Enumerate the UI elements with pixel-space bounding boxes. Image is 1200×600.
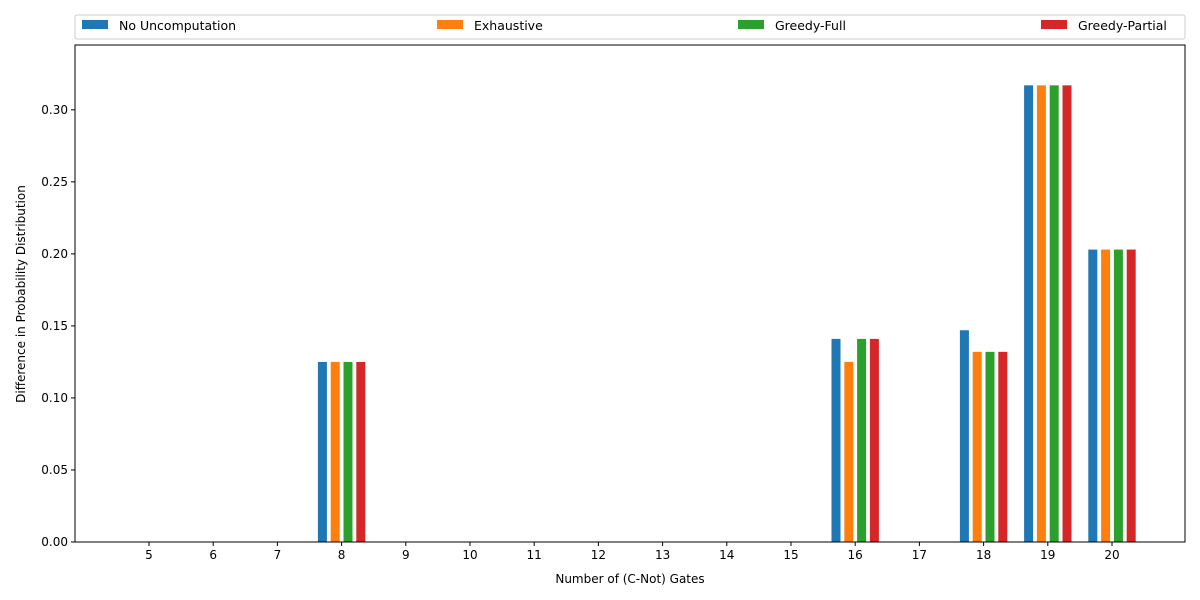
x-tick-label: 5 <box>145 548 153 562</box>
axes-group <box>74 44 1186 543</box>
legend-label-greedy-partial: Greedy-Partial <box>1078 18 1167 33</box>
plot-frame <box>74 44 1186 543</box>
y-tick-label: 0.25 <box>41 175 68 189</box>
bar-greedy-partial-8 <box>356 361 366 542</box>
x-tick-label: 6 <box>209 548 217 562</box>
bars-group <box>317 85 1136 542</box>
bar-exhaustive-16 <box>844 361 854 542</box>
y-tick-label: 0.00 <box>41 535 68 549</box>
x-tick-label: 18 <box>976 548 991 562</box>
x-tick-label: 19 <box>1040 548 1055 562</box>
x-axis-label: Number of (C-Not) Gates <box>555 572 704 586</box>
bar-exhaustive-19 <box>1036 85 1046 542</box>
legend-label-no-uncomputation: No Uncomputation <box>119 18 236 33</box>
bar-no-uncomputation-8 <box>317 361 327 542</box>
x-tick-label: 8 <box>338 548 346 562</box>
x-tick-label: 15 <box>783 548 798 562</box>
x-tick-label: 16 <box>848 548 863 562</box>
bar-greedy-full-8 <box>343 361 353 542</box>
x-ticks: 5 6 7 8 9 10 11 12 13 14 15 16 17 18 19 20 <box>145 542 1120 562</box>
bar-greedy-partial-20 <box>1126 249 1136 542</box>
y-ticks: 0.00 0.05 0.10 0.15 0.20 0.25 0.30 <box>41 103 75 549</box>
bar-no-uncomputation-19 <box>1024 85 1034 542</box>
legend-swatch-greedy-full <box>738 20 764 29</box>
bar-greedy-full-18 <box>985 351 995 542</box>
x-tick-label: 17 <box>912 548 927 562</box>
x-tick-label: 13 <box>655 548 670 562</box>
y-axis-label: Difference in Probability Distribution <box>14 185 28 403</box>
y-tick-label: 0.20 <box>41 247 68 261</box>
x-tick-label: 14 <box>719 548 734 562</box>
x-tick-label: 7 <box>274 548 282 562</box>
x-tick-label: 11 <box>527 548 542 562</box>
legend-label-greedy-full: Greedy-Full <box>775 18 846 33</box>
bar-no-uncomputation-20 <box>1088 249 1098 542</box>
x-tick-label: 12 <box>591 548 606 562</box>
bar-greedy-partial-16 <box>869 338 879 542</box>
y-tick-label: 0.15 <box>41 319 68 333</box>
bar-exhaustive-8 <box>330 361 340 542</box>
bar-greedy-partial-19 <box>1062 85 1072 542</box>
legend-swatch-greedy-partial <box>1041 20 1067 29</box>
bar-greedy-full-19 <box>1049 85 1059 542</box>
y-tick-label: 0.30 <box>41 103 68 117</box>
x-tick-label: 20 <box>1104 548 1119 562</box>
legend-swatch-exhaustive <box>437 20 463 29</box>
y-tick-label: 0.10 <box>41 391 68 405</box>
x-tick-label: 10 <box>462 548 477 562</box>
legend-swatch-no-uncomputation <box>82 20 108 29</box>
x-tick-label: 9 <box>402 548 410 562</box>
legend-frame <box>74 14 1186 40</box>
legend: No Uncomputation Exhaustive Greedy-Full Gre… <box>74 14 1186 40</box>
legend-label-exhaustive: Exhaustive <box>474 18 543 33</box>
bar-exhaustive-20 <box>1101 249 1111 542</box>
bar-greedy-full-20 <box>1113 249 1123 542</box>
bar-no-uncomputation-16 <box>831 338 841 542</box>
bar-exhaustive-18 <box>972 351 982 542</box>
bar-no-uncomputation-18 <box>959 330 969 542</box>
bar-greedy-partial-18 <box>998 351 1008 542</box>
bar-greedy-full-16 <box>857 338 867 542</box>
y-tick-label: 0.05 <box>41 463 68 477</box>
